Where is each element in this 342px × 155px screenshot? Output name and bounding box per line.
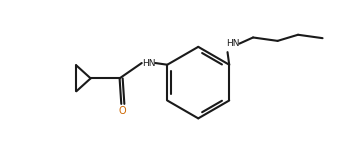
Text: O: O — [119, 106, 127, 116]
Text: HN: HN — [142, 59, 155, 68]
Text: HN: HN — [226, 39, 239, 48]
